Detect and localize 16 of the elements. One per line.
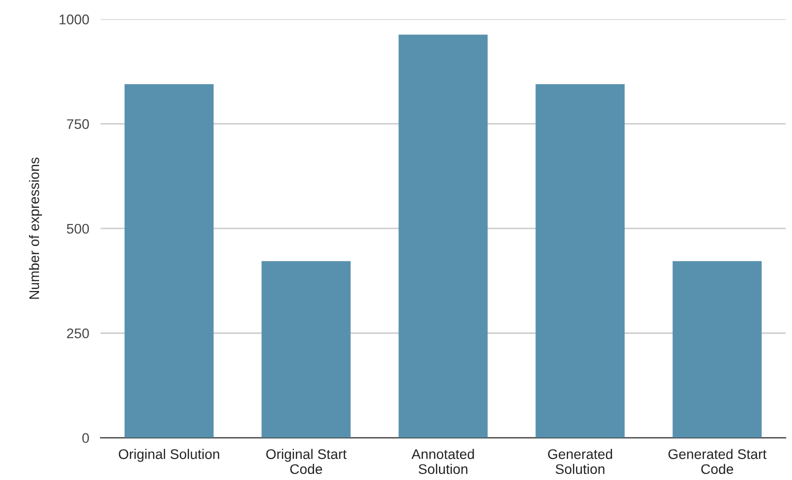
bar	[536, 84, 625, 438]
x-tick-label: Original Solution	[118, 448, 220, 462]
y-tick-label: 1000	[60, 14, 89, 24]
y-tick-label: 500	[66, 224, 89, 234]
y-tick-label: 250	[67, 328, 89, 338]
bar	[124, 84, 214, 438]
y-tick-label: 750	[67, 119, 89, 130]
bar	[672, 261, 762, 438]
y-tick-label: 0	[82, 433, 89, 443]
x-tick-label: Generated Solution	[548, 448, 612, 474]
y-axis-title: Number of expressions	[28, 158, 42, 299]
x-tick-label: Generated Start Code	[668, 448, 766, 474]
x-tick-label: Original Start Code	[266, 448, 347, 474]
bar	[262, 261, 351, 438]
x-tick-label: Annotated Solution	[411, 448, 474, 474]
bar	[398, 34, 488, 438]
